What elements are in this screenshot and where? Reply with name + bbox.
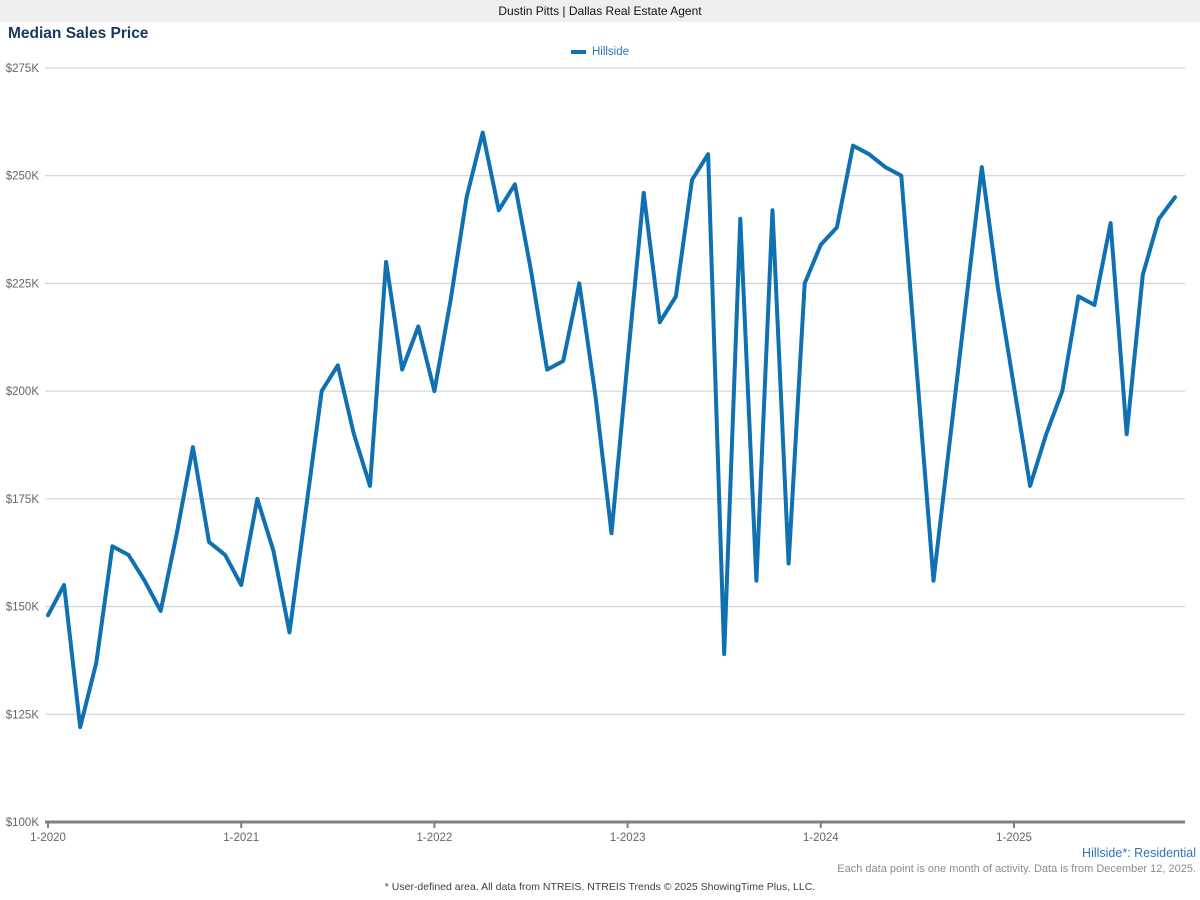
y-tick-label: $150K xyxy=(6,602,40,614)
x-tick-label: 1-2024 xyxy=(803,832,839,844)
y-tick-label: $200K xyxy=(6,386,40,398)
legend-line-swatch xyxy=(570,50,586,54)
price-line xyxy=(46,130,1177,730)
x-tick-label: 1-2023 xyxy=(610,832,646,844)
brand-text: Dustin Pitts | Dallas Real Estate Agent xyxy=(498,4,702,18)
legend: Hillside xyxy=(0,46,1200,58)
y-tick-label: $225K xyxy=(6,278,40,290)
x-tick-label: 1-2020 xyxy=(30,832,66,844)
y-tick-label: $250K xyxy=(6,171,40,183)
page-title: Median Sales Price xyxy=(8,25,149,42)
legend-label: Hillside xyxy=(591,46,630,58)
series-footnote: Hillside*: Residential xyxy=(1082,846,1196,860)
y-tick-label: $275K xyxy=(6,63,40,75)
footer-right: Hillside*: Residential Each data point i… xyxy=(837,846,1196,875)
disclaimer: * User-defined area. All data from NTREI… xyxy=(384,881,816,893)
y-tick-label: $125K xyxy=(6,709,40,721)
y-tick-label: $175K xyxy=(6,494,40,506)
data-footnote: Each data point is one month of activity… xyxy=(837,863,1196,875)
x-tick-label: 1-2025 xyxy=(996,832,1032,844)
x-tick-label: 1-2022 xyxy=(416,832,452,844)
header-bar: Dustin Pitts | Dallas Real Estate Agent xyxy=(0,0,1200,22)
x-tick-label: 1-2021 xyxy=(223,832,259,844)
y-tick-label: $100K xyxy=(6,817,40,829)
